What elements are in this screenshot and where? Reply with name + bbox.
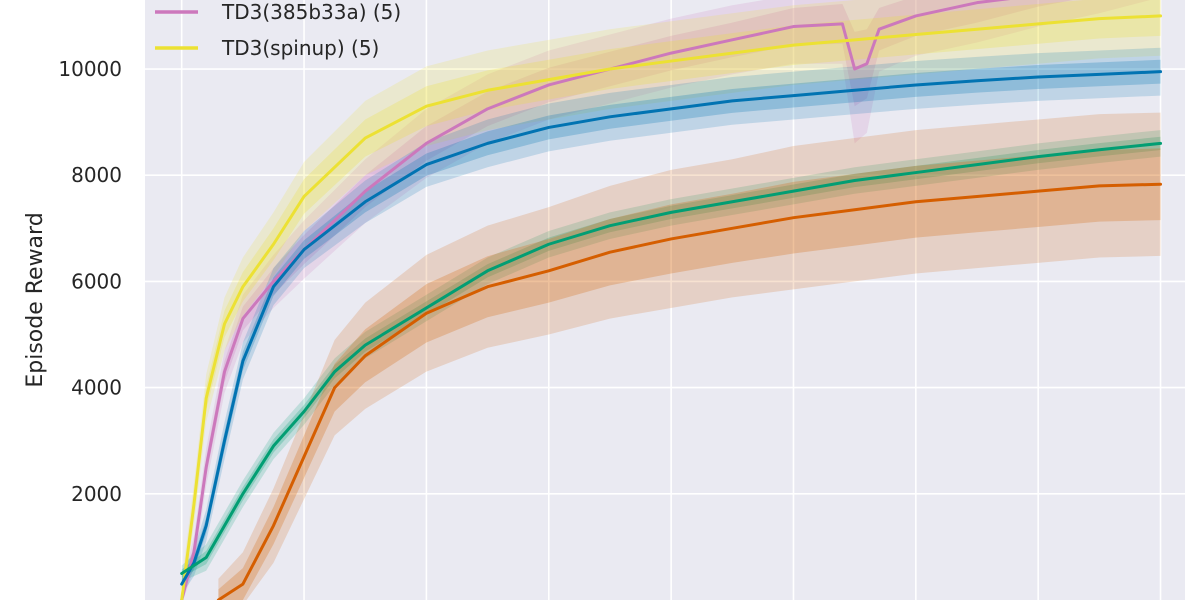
band-outer-td3-spinup-5 (181, 0, 1161, 600)
legend-label-td3-spinup-5: TD3(spinup) (5) (221, 36, 379, 60)
legend-label-td3-385b33a-5: TD3(385b33a) (5) (221, 0, 401, 24)
band-inner-orange (218, 148, 1161, 600)
y-axis-ticks: 2000 4000 6000 8000 10000 (58, 57, 122, 506)
series-line-green (180, 141, 1163, 575)
grid (145, 0, 1185, 600)
legend: TD3(385b33a) (5) TD3(spinup) (5) (155, 0, 401, 60)
y-axis-title: Episode Reward (23, 212, 48, 387)
y-tick-label: 8000 (71, 163, 122, 187)
series-line-blue (180, 70, 1163, 586)
y-tick-label: 4000 (71, 376, 122, 400)
y-tick-label: 10000 (58, 57, 122, 81)
band-outer-td3-385b33a-5 (181, 0, 1151, 600)
series-lines (180, 0, 1163, 600)
band-outer-blue (181, 47, 1161, 595)
y-tick-label: 2000 (71, 482, 122, 506)
plot-background (145, 0, 1185, 600)
band-outer-green (181, 130, 1161, 582)
band-outer-orange (218, 112, 1161, 600)
y-tick-label: 6000 (71, 269, 122, 293)
confidence-bands (181, 0, 1161, 600)
series-line-orange (216, 182, 1163, 600)
band-inner-td3-385b33a-5 (181, 0, 1074, 600)
series-line-td3-spinup-5 (180, 14, 1163, 600)
series-line-td3-385b33a-5 (180, 0, 1011, 600)
